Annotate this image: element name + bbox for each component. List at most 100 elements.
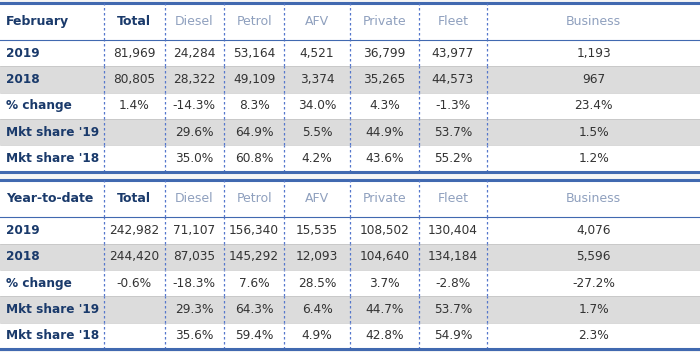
Text: 42.8%: 42.8% — [365, 329, 403, 342]
Text: Business: Business — [566, 193, 621, 206]
Text: % change: % change — [6, 99, 71, 112]
Text: 28,322: 28,322 — [173, 73, 216, 86]
Text: % change: % change — [6, 277, 71, 290]
Bar — [0, 270, 700, 296]
Text: 59.4%: 59.4% — [235, 329, 273, 342]
Text: 242,982: 242,982 — [109, 224, 159, 237]
Text: 2018: 2018 — [6, 73, 39, 86]
Text: 1.7%: 1.7% — [578, 303, 609, 316]
Text: Diesel: Diesel — [175, 15, 214, 28]
Text: 87,035: 87,035 — [173, 250, 216, 263]
Text: Total: Total — [117, 193, 151, 206]
Text: 967: 967 — [582, 73, 606, 86]
Text: Business: Business — [566, 15, 621, 28]
Text: 6.4%: 6.4% — [302, 303, 332, 316]
Bar — [0, 67, 700, 93]
Bar — [0, 322, 700, 349]
Text: 4.2%: 4.2% — [302, 152, 332, 165]
Bar — [0, 119, 700, 145]
Text: 134,184: 134,184 — [428, 250, 478, 263]
Text: 2019: 2019 — [6, 224, 39, 237]
Text: -27.2%: -27.2% — [572, 277, 615, 290]
Text: 3.7%: 3.7% — [369, 277, 400, 290]
Text: 29.3%: 29.3% — [175, 303, 214, 316]
Text: 35,265: 35,265 — [363, 73, 405, 86]
Text: 53.7%: 53.7% — [434, 303, 472, 316]
Text: 29.6%: 29.6% — [175, 126, 214, 139]
Text: 244,420: 244,420 — [109, 250, 159, 263]
Text: Mkt share '18: Mkt share '18 — [6, 329, 99, 342]
Text: Total: Total — [117, 15, 151, 28]
Text: 54.9%: 54.9% — [434, 329, 472, 342]
Text: 43.6%: 43.6% — [365, 152, 403, 165]
Bar — [0, 217, 700, 244]
Text: Mkt share '18: Mkt share '18 — [6, 152, 99, 165]
Text: 8.3%: 8.3% — [239, 99, 270, 112]
Text: 53,164: 53,164 — [233, 47, 275, 60]
Text: 15,535: 15,535 — [296, 224, 338, 237]
Text: 81,969: 81,969 — [113, 47, 155, 60]
Bar — [0, 40, 700, 67]
Text: 1.5%: 1.5% — [578, 126, 609, 139]
Text: 2.3%: 2.3% — [578, 329, 609, 342]
Text: 64.3%: 64.3% — [234, 303, 273, 316]
Text: 2019: 2019 — [6, 47, 39, 60]
Text: 36,799: 36,799 — [363, 47, 405, 60]
Bar — [0, 244, 700, 270]
Bar — [0, 93, 700, 119]
Text: 1,193: 1,193 — [576, 47, 611, 60]
Bar — [0, 3, 700, 40]
Text: AFV: AFV — [305, 15, 329, 28]
Text: 23.4%: 23.4% — [574, 99, 613, 112]
Text: -0.6%: -0.6% — [116, 277, 152, 290]
Text: Petrol: Petrol — [237, 15, 272, 28]
Text: 80,805: 80,805 — [113, 73, 155, 86]
Text: 5.5%: 5.5% — [302, 126, 332, 139]
Bar — [0, 181, 700, 217]
Bar — [0, 145, 700, 171]
Text: 12,093: 12,093 — [296, 250, 338, 263]
Text: February: February — [6, 15, 69, 28]
Text: 1.4%: 1.4% — [119, 99, 149, 112]
Text: 35.6%: 35.6% — [175, 329, 214, 342]
Text: 43,977: 43,977 — [432, 47, 474, 60]
Text: 156,340: 156,340 — [229, 224, 279, 237]
Text: 44,573: 44,573 — [432, 73, 474, 86]
Text: 34.0%: 34.0% — [298, 99, 336, 112]
Text: 55.2%: 55.2% — [434, 152, 472, 165]
Text: 4.3%: 4.3% — [369, 99, 400, 112]
Text: 130,404: 130,404 — [428, 224, 478, 237]
Text: 7.6%: 7.6% — [239, 277, 270, 290]
Text: 108,502: 108,502 — [359, 224, 410, 237]
Text: 4.9%: 4.9% — [302, 329, 332, 342]
Text: 44.9%: 44.9% — [365, 126, 403, 139]
Text: -2.8%: -2.8% — [435, 277, 470, 290]
Text: 3,374: 3,374 — [300, 73, 335, 86]
Text: 4,521: 4,521 — [300, 47, 335, 60]
Text: 44.7%: 44.7% — [365, 303, 403, 316]
Text: 24,284: 24,284 — [173, 47, 216, 60]
Text: -14.3%: -14.3% — [173, 99, 216, 112]
Text: Petrol: Petrol — [237, 193, 272, 206]
Text: 2018: 2018 — [6, 250, 39, 263]
Text: Diesel: Diesel — [175, 193, 214, 206]
Text: 49,109: 49,109 — [233, 73, 275, 86]
Text: -18.3%: -18.3% — [173, 277, 216, 290]
Text: 64.9%: 64.9% — [234, 126, 273, 139]
Text: Fleet: Fleet — [438, 15, 468, 28]
Text: 5,596: 5,596 — [576, 250, 611, 263]
Text: 60.8%: 60.8% — [235, 152, 273, 165]
Text: 4,076: 4,076 — [576, 224, 611, 237]
Text: 1.2%: 1.2% — [578, 152, 609, 165]
Text: 104,640: 104,640 — [359, 250, 410, 263]
Text: 71,107: 71,107 — [173, 224, 216, 237]
Text: Mkt share '19: Mkt share '19 — [6, 303, 99, 316]
Text: 145,292: 145,292 — [229, 250, 279, 263]
Text: Year-to-date: Year-to-date — [6, 193, 93, 206]
Text: Mkt share '19: Mkt share '19 — [6, 126, 99, 139]
Bar — [0, 296, 700, 322]
Text: 35.0%: 35.0% — [175, 152, 214, 165]
Text: -1.3%: -1.3% — [435, 99, 470, 112]
Text: 53.7%: 53.7% — [434, 126, 472, 139]
Text: AFV: AFV — [305, 193, 329, 206]
